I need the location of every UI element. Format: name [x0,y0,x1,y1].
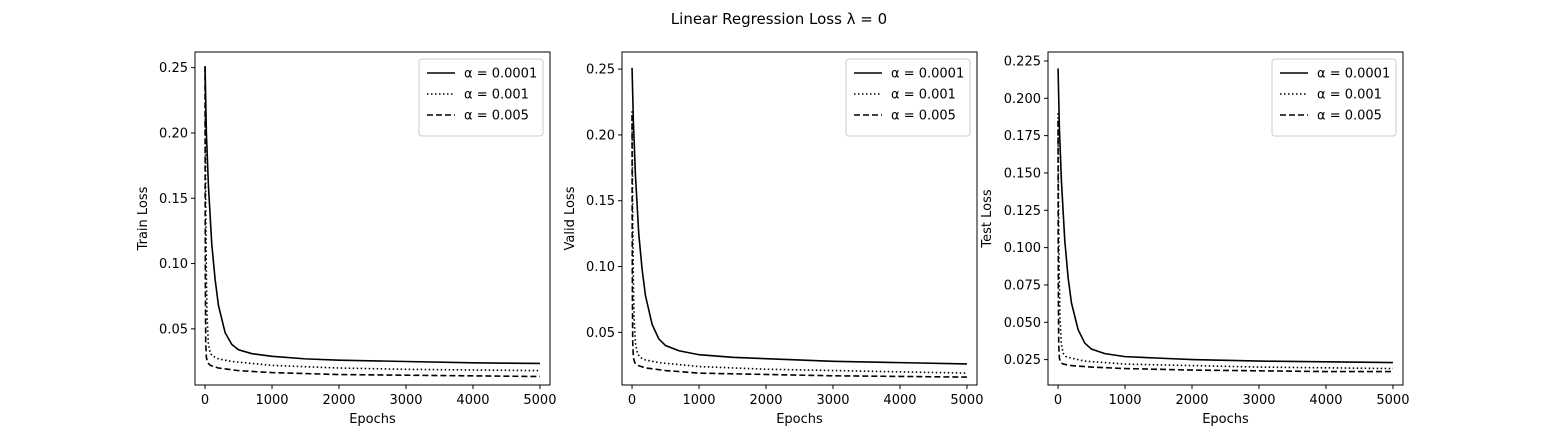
legend-box [845,58,971,137]
x-tick-label: 0 [201,393,209,408]
x-tick-label: 3000 [1242,393,1275,408]
x-axis-label: Epochs [776,412,823,427]
y-tick-label: 0.20 [159,126,188,141]
y-tick-label: 0.025 [1004,353,1041,368]
y-tick-label: 0.150 [1004,166,1041,181]
series-group [1057,68,1393,373]
axes-frame [194,51,551,386]
legend-label: α = 0.001 [891,88,956,103]
y-tick-label: 0.05 [586,326,615,341]
x-tick-label: 5000 [523,393,556,408]
y-tick-label: 0.075 [1004,278,1041,293]
subplot-1: 0 1000 2000 3000 4000 5000 0.05 0.10 0.15 0.20 0.2… [136,51,556,427]
legend-box [418,58,544,137]
y-tick-label: 0.25 [159,61,188,76]
y-tick-label: 0.050 [1004,316,1041,331]
charts-container: 0 1000 2000 3000 4000 5000 0.05 0.10 0.15 0.20 0.2… [136,51,1409,427]
series-group [631,67,967,378]
x-axis-label: Epochs [1202,412,1249,427]
legend-label: α = 0.005 [1317,109,1382,124]
x-tick-label: 4000 [883,393,916,408]
figure-title: Linear Regression Loss λ = 0 [671,10,887,28]
y-tick-label: 0.25 [586,63,615,78]
legend-label: α = 0.0001 [891,67,964,82]
x-tick-label: 4000 [1309,393,1342,408]
x-tick-label: 4000 [456,393,489,408]
x-tick-label: 2000 [749,393,782,408]
series-group [204,66,540,378]
x-axis-label: Epochs [349,412,396,427]
y-tick-label: 0.225 [1004,54,1041,69]
x-tick-label: 3000 [389,393,422,408]
series-line-1 [1057,68,1393,364]
y-tick-label: 0.15 [586,194,615,209]
y-tick-label: 0.200 [1004,92,1041,107]
x-tick-label: 2000 [322,393,355,408]
legend-label: α = 0.001 [1317,88,1382,103]
legend: α = 0.0001 α = 0.001 α = 0.005 [845,58,971,137]
series-line-1 [631,67,967,365]
y-tick-label: 0.175 [1004,129,1041,144]
x-tick-label: 0 [628,393,636,408]
subplot-3: 0 1000 2000 3000 4000 5000 0.025 0.050 0.075 0.10… [980,51,1409,427]
y-tick-label: 0.10 [159,257,188,272]
series-line-3 [1057,120,1393,373]
legend-label: α = 0.005 [464,109,529,124]
y-tick-label: 0.05 [159,322,188,337]
y-tick-label: 0.100 [1004,241,1041,256]
legend-label: α = 0.0001 [1317,67,1390,82]
series-line-1 [204,66,540,365]
x-tick-label: 0 [1054,393,1062,408]
x-tick-label: 5000 [1376,393,1409,408]
x-tick-label: 3000 [816,393,849,408]
x-tick-label: 5000 [950,393,983,408]
y-tick-label: 0.20 [586,128,615,143]
x-tick-label: 1000 [1108,393,1141,408]
axes-frame [621,51,978,386]
subplot-2: 0 1000 2000 3000 4000 5000 0.05 0.10 0.15 0.20 0.2… [563,51,983,427]
legend: α = 0.0001 α = 0.001 α = 0.005 [1271,58,1397,137]
legend-label: α = 0.005 [891,109,956,124]
y-tick-label: 0.125 [1004,204,1041,219]
y-tick-label: 0.15 [159,192,188,207]
legend-label: α = 0.0001 [464,67,537,82]
x-tick-label: 2000 [1175,393,1208,408]
legend-box [1271,58,1397,137]
axes-frame [1047,51,1404,386]
y-tick-label: 0.10 [586,260,615,275]
x-tick-label: 1000 [255,393,288,408]
y-axis-label: Train Loss [136,186,151,251]
legend-label: α = 0.001 [464,88,529,103]
series-line-2 [1057,113,1393,370]
series-line-2 [631,111,967,374]
y-axis-label: Test Loss [980,189,995,248]
series-line-3 [631,115,967,378]
y-axis-label: Valid Loss [563,186,578,250]
x-tick-label: 1000 [682,393,715,408]
legend: α = 0.0001 α = 0.001 α = 0.005 [418,58,544,137]
